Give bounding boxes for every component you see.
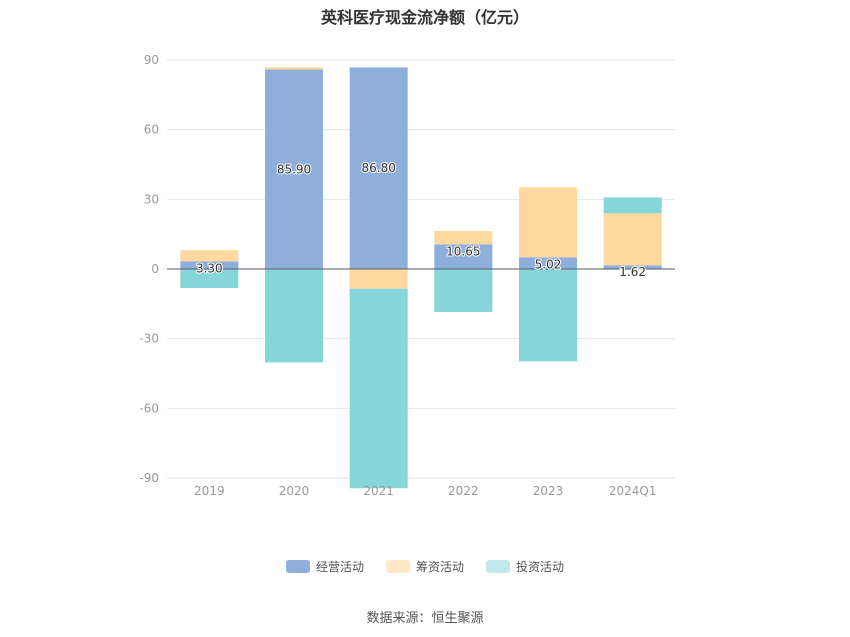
bar-2024Q1 xyxy=(603,265,662,269)
legend-item-operating[interactable]: 经营活动 xyxy=(285,558,364,575)
x-tick-label: 2021 xyxy=(363,484,394,498)
axes: 90 60 30 0 -30 -60 -90 2019 2020 2021 2022 2023 2024… xyxy=(139,53,675,498)
x-tick-label: 2023 xyxy=(533,484,564,498)
y-tick-label: 90 xyxy=(144,53,159,67)
legend-label: 投资活动 xyxy=(516,560,565,574)
bar-2023 xyxy=(519,269,577,362)
y-tick-label: -90 xyxy=(139,471,159,485)
legend-swatch xyxy=(285,560,310,573)
y-tick-label: -30 xyxy=(139,332,159,346)
data-source: 数据来源：恒生聚源 xyxy=(366,611,484,626)
bar-2023 xyxy=(519,257,577,269)
y-tick-label: 0 xyxy=(151,262,159,276)
bar-2019 xyxy=(180,250,239,262)
bar-2022 xyxy=(434,231,493,245)
bar-2021 xyxy=(349,288,408,489)
bar-2020 xyxy=(265,67,323,70)
bar-2023 xyxy=(519,187,577,258)
data-label: 3.30 xyxy=(196,261,223,275)
bar-2019 xyxy=(180,269,239,289)
data-label: 85.90 xyxy=(277,162,311,176)
data-label: 5.02 xyxy=(535,257,562,271)
bar-2024Q1 xyxy=(603,213,662,266)
data-label: 1.62 xyxy=(619,265,646,279)
y-tick-label: 60 xyxy=(144,123,159,137)
x-tick-label: 2020 xyxy=(279,484,310,498)
y-tick-label: -60 xyxy=(139,401,159,415)
legend-item-financing[interactable]: 筹资活动 xyxy=(385,558,464,575)
legend-label: 经营活动 xyxy=(315,560,364,574)
legend-swatch xyxy=(486,560,510,573)
x-tick-label: 2019 xyxy=(194,484,225,498)
data-labels: 3.30 85.90 86.80 10.65 5.02 1.62 xyxy=(195,160,647,280)
data-label: 10.65 xyxy=(446,244,480,258)
bar-2021 xyxy=(349,269,408,289)
chart-title: 英科医疗现金流净额（亿元） xyxy=(320,8,529,27)
bar-2020 xyxy=(265,269,323,363)
bars xyxy=(180,67,662,489)
legend-swatch xyxy=(385,560,410,573)
data-label: 86.80 xyxy=(361,161,395,175)
bar-2022 xyxy=(434,244,493,269)
y-tick-label: 30 xyxy=(144,192,159,206)
x-tick-label: 2024Q1 xyxy=(609,484,657,498)
legend-label: 筹资活动 xyxy=(415,560,464,574)
bar-2024Q1 xyxy=(603,197,662,214)
legend: 经营活动 筹资活动 投资活动 xyxy=(0,558,850,575)
legend-item-investing[interactable]: 投资活动 xyxy=(486,558,564,575)
bar-2021 xyxy=(349,67,408,269)
bar-2022 xyxy=(434,269,493,312)
x-tick-label: 2022 xyxy=(448,484,479,498)
grid-lines xyxy=(167,59,675,479)
bar-2019 xyxy=(180,261,239,269)
bar-2020 xyxy=(265,69,323,269)
